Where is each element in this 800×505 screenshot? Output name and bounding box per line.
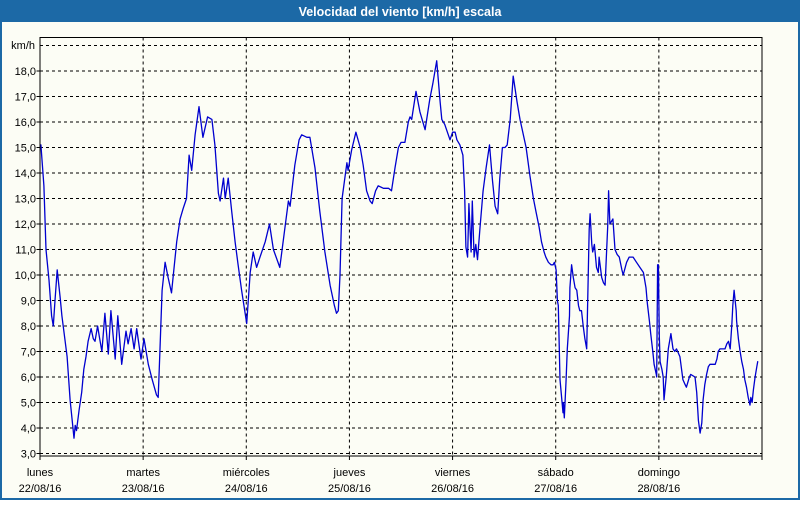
x-axis-day-label: domingo bbox=[638, 467, 680, 479]
x-axis-date-label: 25/08/16 bbox=[328, 483, 371, 495]
x-axis-date-label: 28/08/16 bbox=[637, 483, 680, 495]
y-axis-label: 8,0 bbox=[21, 321, 36, 333]
plot-frame bbox=[39, 37, 763, 457]
x-axis-date-label: 27/08/16 bbox=[534, 483, 577, 495]
y-axis-label: 16,0 bbox=[15, 117, 36, 129]
y-axis-label: 10,0 bbox=[15, 270, 36, 282]
y-axis-label: 9,0 bbox=[21, 296, 36, 308]
y-axis-label: 13,0 bbox=[15, 194, 36, 206]
x-axis-date-label: 22/08/16 bbox=[19, 483, 62, 495]
x-axis-day-label: viernes bbox=[435, 467, 471, 479]
y-axis-label: 7,0 bbox=[21, 347, 36, 359]
y-axis-label: 4,0 bbox=[21, 423, 36, 435]
wind-speed-line bbox=[40, 60, 759, 439]
x-axis-day-label: sábado bbox=[538, 467, 574, 479]
y-axis-label: 15,0 bbox=[15, 143, 36, 155]
x-axis-day-label: jueves bbox=[333, 467, 366, 479]
x-axis-day-label: miércoles bbox=[223, 467, 271, 479]
y-axis-label: 17,0 bbox=[15, 92, 36, 104]
wind-speed-series bbox=[40, 60, 759, 439]
y-axis-unit-label: km/h bbox=[11, 40, 35, 52]
chart-background bbox=[2, 22, 798, 498]
y-axis-label: 11,0 bbox=[15, 245, 36, 257]
y-axis-label: 5,0 bbox=[21, 398, 36, 410]
y-axis-label: 14,0 bbox=[15, 168, 36, 180]
x-axis-day-label: lunes bbox=[27, 467, 54, 479]
y-axis-label: 3,0 bbox=[21, 449, 36, 461]
x-axis-date-label: 23/08/16 bbox=[122, 483, 165, 495]
x-axis-day-label: martes bbox=[126, 467, 160, 479]
x-axis-date-label: 24/08/16 bbox=[225, 483, 268, 495]
y-axis-label: 18,0 bbox=[15, 66, 36, 78]
chart-title: Velocidad del viento [km/h] escala bbox=[299, 5, 503, 19]
axis-labels: 3,0 4,0 5,0 6,0 7,0 8,0 9,0 10,0 11,0 12,0 13,0 14,… bbox=[15, 66, 681, 495]
x-axis-date-label: 26/08/16 bbox=[431, 483, 474, 495]
y-axis-label: 6,0 bbox=[21, 372, 36, 384]
y-axis-label: 12,0 bbox=[15, 219, 36, 231]
